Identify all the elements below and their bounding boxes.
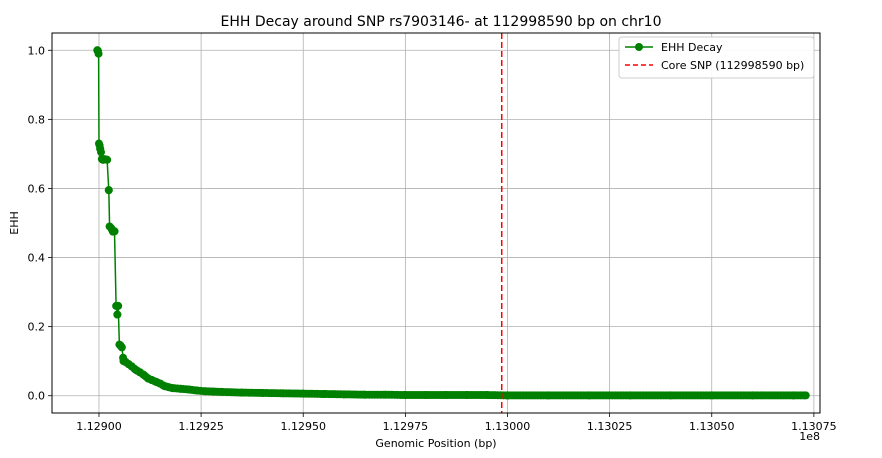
y-tick-label: 0.6 xyxy=(28,182,46,195)
legend-label-core-snp: Core SNP (112998590 bp) xyxy=(661,59,804,72)
legend-label-ehh: EHH Decay xyxy=(661,41,723,54)
ehh-data-point xyxy=(113,310,122,319)
ehh-data-point xyxy=(116,341,125,350)
y-axis-label: EHH xyxy=(8,211,21,235)
x-tick-label: 1.12925 xyxy=(178,420,224,433)
x-offset-label: 1e8 xyxy=(799,430,820,443)
x-tick-label: 1.12900 xyxy=(76,420,122,433)
y-tick-label: 0.8 xyxy=(28,113,46,126)
legend-marker-ehh xyxy=(635,43,643,51)
ehh-data-point xyxy=(96,144,105,153)
x-tick-label: 1.13025 xyxy=(587,420,633,433)
legend-box xyxy=(618,36,815,79)
ehh-data-point xyxy=(114,301,123,310)
legend: EHH Decay Core SNP (112998590 bp) xyxy=(618,36,815,79)
ehh-data-point xyxy=(110,227,119,236)
axes-frame xyxy=(51,32,821,414)
x-tick-label: 1.13000 xyxy=(485,420,531,433)
ehh-data-point xyxy=(101,155,110,164)
grid-lines xyxy=(52,33,820,413)
x-axis-label: Genomic Position (bp) xyxy=(375,437,496,450)
x-tick-label: 1.12975 xyxy=(383,420,429,433)
chart-title: EHH Decay around SNP rs7903146- at 11299… xyxy=(221,14,662,30)
y-tick-label: 0.4 xyxy=(28,252,46,265)
y-tick-label: 0.2 xyxy=(28,321,46,334)
ehh-data-point xyxy=(104,186,113,195)
x-tick-label: 1.13050 xyxy=(689,420,735,433)
plot-area xyxy=(93,33,810,413)
ehh-data-point xyxy=(799,391,808,400)
ehh-data-point xyxy=(93,46,102,55)
x-tick-label: 1.12950 xyxy=(280,420,326,433)
y-tick-label: 0.0 xyxy=(28,390,46,403)
y-tick-label: 1.0 xyxy=(28,44,46,57)
x-tick-label: 1.13075 xyxy=(791,420,837,433)
axis-ticks: 1.12900 1.12925 1.12950 1.12975 1.13000 1.130… xyxy=(28,44,837,433)
